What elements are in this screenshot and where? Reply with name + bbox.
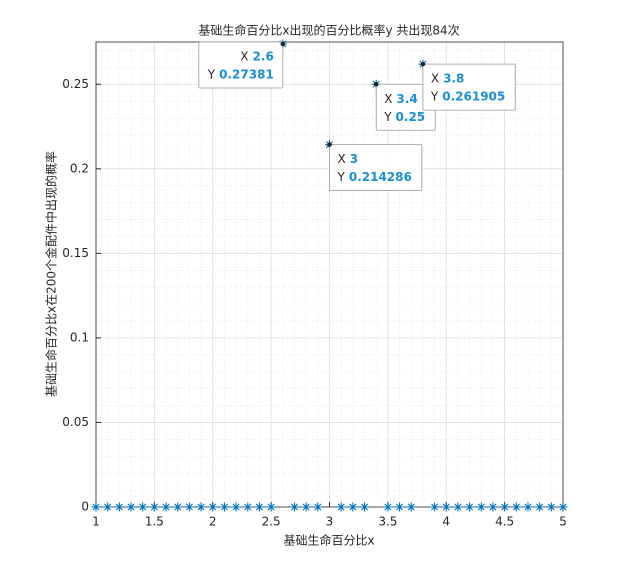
point [138, 502, 148, 512]
datatip-box [198, 41, 284, 89]
datatip-marker [280, 41, 286, 47]
point [488, 502, 498, 512]
x-tick-label: 1.5 [145, 515, 164, 529]
point [430, 502, 440, 512]
point [91, 502, 101, 512]
point [360, 502, 370, 512]
point [114, 502, 124, 512]
point [184, 502, 194, 512]
point [511, 502, 521, 512]
datatip-x-label: X [240, 50, 248, 64]
point [219, 502, 229, 512]
point [231, 502, 241, 512]
point [149, 502, 159, 512]
y-tick-label: 0.25 [62, 77, 89, 91]
datatip-x-value: 2.6 [253, 50, 274, 64]
y-tick-label: 0.1 [70, 330, 89, 344]
datatip-marker [420, 61, 426, 67]
point [546, 502, 556, 512]
y-tick-label: 0.2 [70, 161, 89, 175]
point [266, 502, 276, 512]
datatip-y-label: Y [383, 110, 392, 124]
datatip: X 3.8 Y 0.261905 [420, 61, 516, 111]
datatip-y-label: Y [430, 90, 439, 104]
point [441, 502, 451, 512]
datatip-y-label: Y [337, 170, 346, 184]
datatip-marker [373, 81, 379, 87]
point [208, 502, 218, 512]
datatip-y-value: 0.214286 [349, 170, 412, 184]
point [243, 502, 253, 512]
point [103, 502, 113, 512]
x-tick-label: 4 [442, 515, 450, 529]
point [500, 502, 510, 512]
chart-title: 基础生命百分比x出现的百分比概率y 共出现84次 [198, 23, 459, 38]
point [254, 502, 264, 512]
point [289, 502, 299, 512]
x-tick-label: 3.5 [378, 515, 397, 529]
point [453, 502, 463, 512]
point [523, 502, 533, 512]
axes-box [95, 41, 564, 508]
point [126, 502, 136, 512]
datatip-y-label: Y [207, 68, 216, 82]
datatip: X 2.6 Y 0.27381 [198, 41, 286, 89]
datatip: X 3.4 Y 0.25 [373, 81, 436, 131]
x-axis-label: 基础生命百分比x [283, 533, 374, 548]
point [196, 502, 206, 512]
datatip-x-label: X [384, 92, 392, 106]
point [161, 502, 171, 512]
x-tick-label: 5 [559, 515, 567, 529]
y-tick-label: 0.05 [62, 415, 89, 429]
datatip-y-value: 0.27381 [219, 68, 274, 82]
datatip-x-value: 3.8 [443, 72, 464, 86]
point [313, 502, 323, 512]
y-tick-label: 0.15 [62, 246, 89, 260]
x-tick-label: 3 [326, 515, 334, 529]
x-tick-label: 2 [209, 515, 217, 529]
x-tick-label: 2.5 [262, 515, 281, 529]
y-axis-label: 基础生命百分比x在200个金配件中出现的概率 [44, 151, 59, 397]
point [558, 502, 568, 512]
datatip-box [422, 63, 516, 111]
point [336, 502, 346, 512]
datatip-box [329, 144, 423, 192]
datatip-marker [327, 142, 332, 147]
point [173, 502, 183, 512]
datatip-x-label: X [431, 72, 439, 86]
datatip-x-label: X [338, 152, 346, 166]
point [406, 502, 416, 512]
y-tick-label: 0 [81, 500, 89, 514]
datatip-x-value: 3.4 [396, 92, 417, 106]
x-tick-label: 1 [92, 515, 100, 529]
x-tick-label: 4.5 [495, 515, 514, 529]
datatip-y-value: 0.25 [396, 110, 426, 124]
point [535, 502, 545, 512]
point [395, 502, 405, 512]
point [348, 502, 358, 512]
datatip-y-value: 0.261905 [442, 90, 505, 104]
point [301, 502, 311, 512]
point [476, 502, 486, 512]
datatip-x-value: 3 [350, 152, 358, 166]
point [383, 502, 393, 512]
point [465, 502, 475, 512]
datatip: X 3Y 0.214286 [327, 142, 423, 192]
